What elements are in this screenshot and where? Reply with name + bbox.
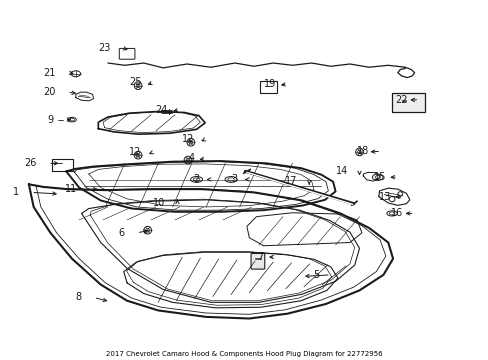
Text: 18: 18 <box>356 146 368 156</box>
Text: 8: 8 <box>76 292 81 302</box>
Text: 11: 11 <box>64 184 77 194</box>
Text: 23: 23 <box>98 43 110 53</box>
Text: 14: 14 <box>335 166 347 176</box>
Text: 12: 12 <box>129 147 142 157</box>
Text: 20: 20 <box>43 87 55 97</box>
Text: 4: 4 <box>188 153 194 163</box>
Text: 15: 15 <box>373 172 386 182</box>
Text: 5: 5 <box>312 270 318 280</box>
Text: 22: 22 <box>394 95 407 104</box>
Text: 2017 Chevrolet Camaro Hood & Components Hood Plug Diagram for 22772956: 2017 Chevrolet Camaro Hood & Components … <box>106 351 382 357</box>
Text: 10: 10 <box>153 198 165 208</box>
FancyBboxPatch shape <box>391 93 425 112</box>
Text: 25: 25 <box>129 77 142 87</box>
Text: 1: 1 <box>13 188 20 197</box>
Text: 13: 13 <box>378 192 390 202</box>
Text: 6: 6 <box>119 228 124 238</box>
Text: 16: 16 <box>390 208 402 219</box>
FancyBboxPatch shape <box>250 253 264 269</box>
Text: 21: 21 <box>43 68 55 78</box>
Text: 2: 2 <box>193 175 199 184</box>
Text: 24: 24 <box>155 105 168 115</box>
Text: 3: 3 <box>231 175 237 184</box>
Text: 19: 19 <box>263 79 275 89</box>
Text: 12: 12 <box>182 134 194 144</box>
Text: 17: 17 <box>285 176 297 186</box>
Text: 9: 9 <box>47 114 53 125</box>
Text: 7: 7 <box>257 252 264 262</box>
Text: 26: 26 <box>24 158 36 168</box>
